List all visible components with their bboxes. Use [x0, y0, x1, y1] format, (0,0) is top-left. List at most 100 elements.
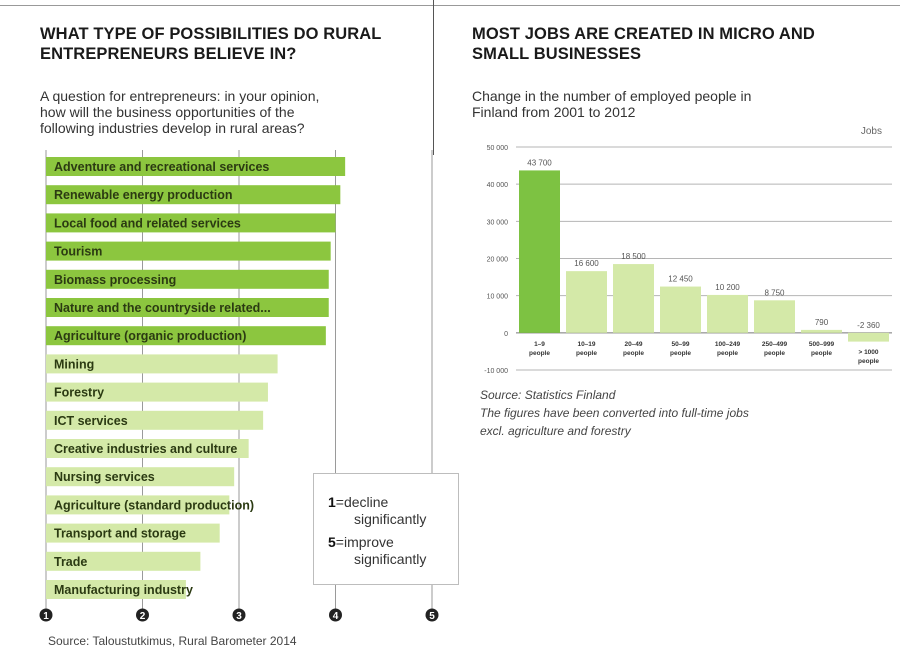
tick-marker — [136, 608, 149, 622]
category-label: 1–9 — [534, 341, 545, 348]
bar — [46, 354, 278, 374]
right-source-line-1: Source: Statistics Finland — [480, 388, 616, 402]
bar — [46, 382, 268, 402]
bar-label: Nature and the countryside related... — [54, 301, 271, 315]
bar — [46, 580, 186, 599]
units-label: Jobs — [860, 126, 882, 137]
legend-high: 5=improve significantly — [328, 534, 426, 568]
value-label: 16 600 — [574, 259, 599, 268]
bar-label: Trade — [54, 555, 87, 569]
bar — [46, 439, 249, 458]
y-tick-label: 20 000 — [487, 257, 509, 264]
y-tick-label: 50 000 — [487, 145, 509, 152]
right-title-line-1: MOST JOBS ARE CREATED IN MICRO AND — [472, 25, 815, 43]
value-label: 790 — [815, 318, 829, 327]
legend: 1=decline significantly 5=improve signif… — [313, 473, 459, 585]
legend-high-key: 5 — [328, 534, 336, 550]
value-label: -2 360 — [857, 321, 880, 330]
category-label: 50–99 — [671, 341, 689, 348]
value-label: 43 700 — [527, 158, 552, 167]
right-title-line-2: SMALL BUSINESSES — [472, 45, 642, 63]
rural-possibilities-panel: WHAT TYPE OF POSSIBILITIES DO RURAL ENTR… — [39, 24, 459, 648]
category-label: people — [576, 350, 597, 357]
bar — [848, 332, 889, 342]
left-subtitle-line-3: following industries develop in rural ar… — [40, 120, 305, 136]
y-tick-label: 10 000 — [487, 294, 509, 301]
legend-high-text-a: =improve — [335, 534, 394, 550]
bar-label: Adventure and recreational services — [54, 160, 269, 174]
tick-label: 2 — [140, 611, 146, 622]
bar — [519, 170, 560, 333]
bar — [660, 286, 701, 333]
bar-label: Local food and related services — [54, 216, 241, 230]
bar — [46, 467, 235, 487]
right-subtitle: Change in the number of employed people … — [472, 88, 751, 120]
y-tick-label: -10 000 — [484, 368, 508, 375]
y-tick-label: 0 — [504, 331, 508, 338]
legend-low: 1=decline significantly — [328, 494, 426, 528]
category-label: 500–999 — [809, 341, 835, 348]
legend-low-text-b: significantly — [354, 511, 427, 527]
right-source: Source: Statistics Finland The figures h… — [480, 386, 749, 440]
bar-label: Forestry — [54, 386, 104, 400]
category-label: people — [529, 350, 550, 357]
bar-label: Mining — [54, 357, 94, 371]
bar-label: ICT services — [54, 414, 128, 428]
bar-label: Biomass processing — [54, 273, 176, 287]
bar-label: Agriculture (organic production) — [54, 329, 246, 343]
tick-label: 3 — [236, 611, 242, 622]
category-label: 10–19 — [577, 341, 595, 348]
left-title-line-2: ENTREPRENEURS BELIEVE IN? — [40, 45, 297, 63]
category-label: people — [623, 350, 644, 357]
tick-label: 5 — [429, 611, 435, 622]
bar — [46, 185, 341, 205]
left-subtitle-line-1: A question for entrepreneurs: in your op… — [40, 88, 320, 104]
bar — [46, 495, 230, 515]
bar — [46, 523, 220, 543]
bar — [801, 329, 842, 333]
right-subtitle-line-1: Change in the number of employed people … — [472, 88, 752, 104]
bar — [613, 264, 654, 333]
category-label: 20–49 — [624, 341, 642, 348]
tick-label: 1 — [43, 611, 49, 622]
left-title-line-1: WHAT TYPE OF POSSIBILITIES DO RURAL — [40, 25, 382, 43]
bar — [46, 410, 264, 430]
left-subtitle-line-2: how will the business opportunities of t… — [40, 104, 295, 120]
jobs-panel: MOST JOBS ARE CREATED IN MICRO AND SMALL… — [462, 0, 900, 645]
bar — [46, 298, 329, 317]
bar — [46, 241, 331, 261]
left-title: WHAT TYPE OF POSSIBILITIES DO RURAL ENTR… — [40, 24, 381, 64]
bar — [46, 551, 201, 571]
horizontal-bar-chart: Adventure and recreational services Renew… — [39, 150, 439, 622]
bar-label: Transport and storage — [54, 527, 186, 541]
category-label: 100–249 — [715, 341, 741, 348]
bar — [46, 213, 336, 233]
right-source-line-2: The figures have been converted into ful… — [480, 406, 749, 420]
bar — [46, 269, 329, 289]
panel-divider — [433, 0, 434, 155]
category-label: people — [670, 350, 691, 357]
right-source-line-3: excl. agriculture and forestry — [480, 424, 631, 438]
bar-label: Nursing services — [54, 470, 155, 484]
category-label: people — [811, 350, 832, 357]
left-subtitle: A question for entrepreneurs: in your op… — [40, 88, 319, 136]
bar — [754, 300, 795, 333]
category-label: people — [717, 350, 738, 357]
y-tick-label: 30 000 — [487, 219, 509, 226]
bar-label: Creative industries and culture — [54, 442, 237, 456]
bar-label: Tourism — [54, 245, 102, 259]
y-tick-label: 40 000 — [487, 182, 509, 189]
category-label: > 1000 — [858, 349, 878, 356]
category-label: people — [764, 350, 785, 357]
category-label: 250–499 — [762, 341, 788, 348]
tick-marker — [425, 608, 439, 622]
category-label: people — [858, 358, 879, 365]
tick-marker — [39, 608, 53, 622]
tick-marker — [232, 608, 246, 622]
right-subtitle-line-2: Finland from 2001 to 2012 — [472, 104, 636, 120]
value-label: 8 750 — [764, 288, 785, 297]
legend-high-text-b: significantly — [354, 551, 427, 567]
bar — [46, 326, 326, 346]
bar-label: Agriculture (standard production) — [54, 498, 254, 512]
left-source: Source: Taloustutkimus, Rural Barometer … — [48, 634, 297, 648]
